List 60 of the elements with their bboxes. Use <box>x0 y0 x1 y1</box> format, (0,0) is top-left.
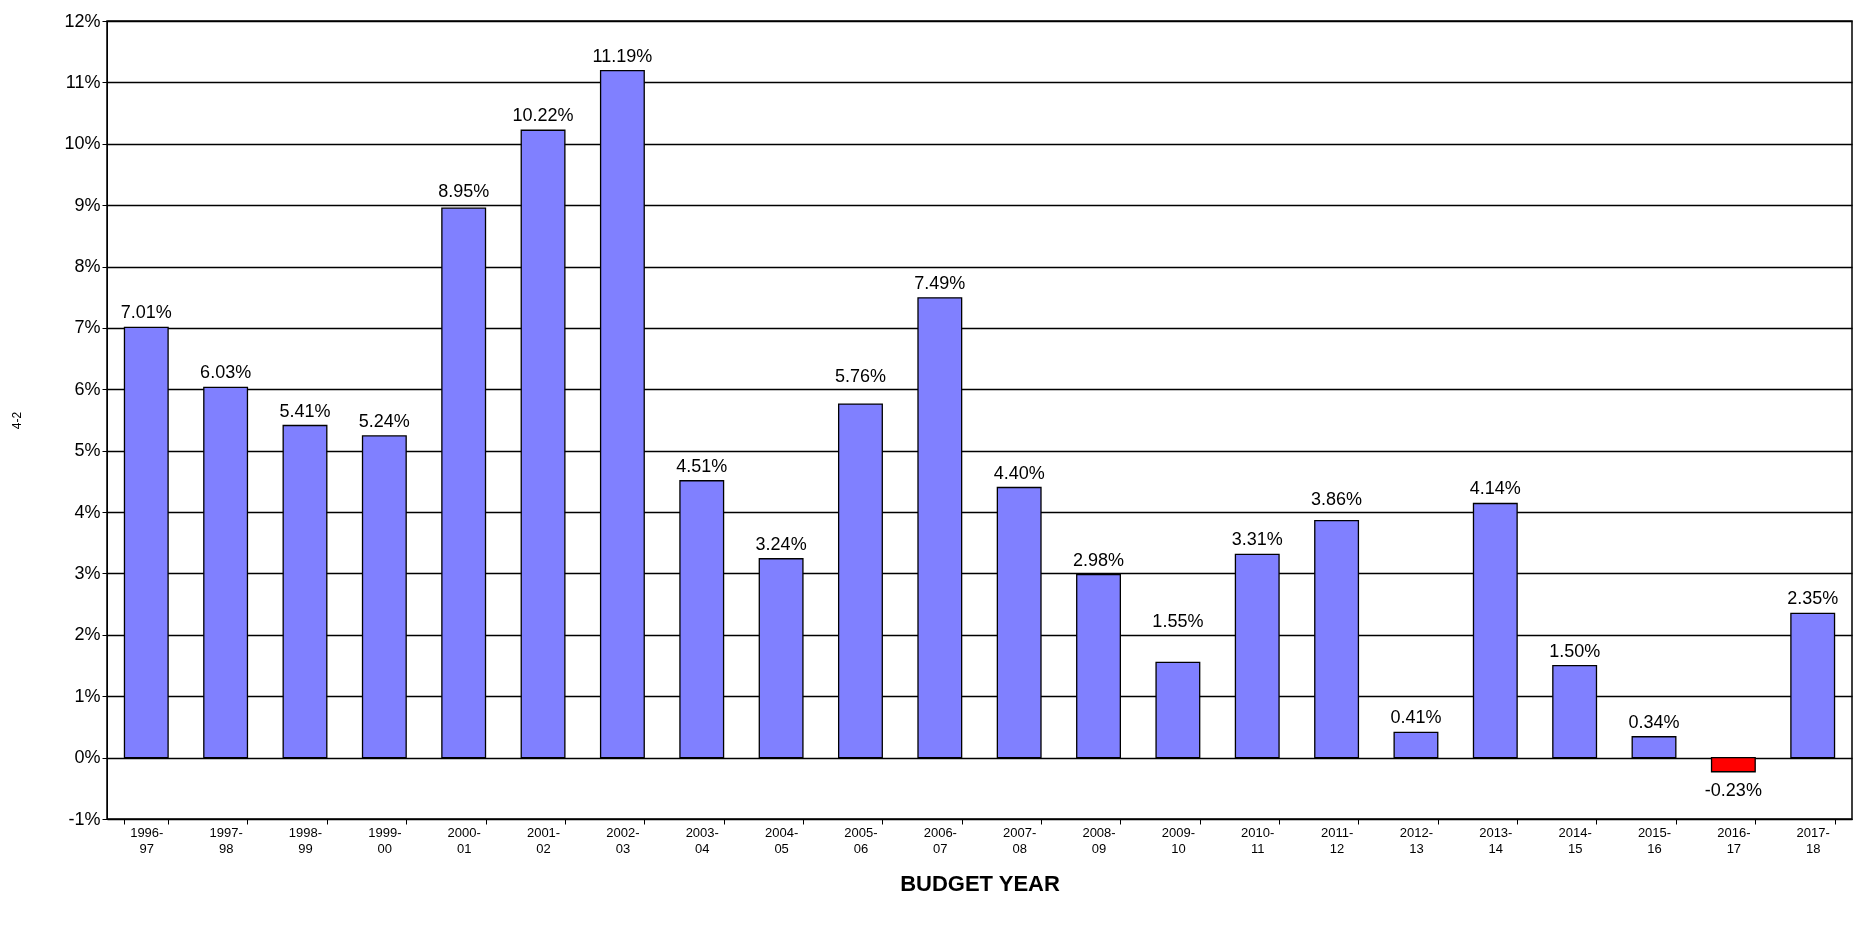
x-tick-label: 2017-18 <box>1796 824 1830 856</box>
data-label: 3.31% <box>1231 529 1283 550</box>
x-tick-label: 2016-17 <box>1717 824 1751 856</box>
y-tick-label: 0% <box>74 747 101 768</box>
y-tick-label: 11% <box>65 71 101 92</box>
y-tick-label: 2% <box>74 624 101 645</box>
data-label: 11.19% <box>592 45 653 66</box>
y-tick-label: 5% <box>74 440 101 461</box>
data-label: 0.34% <box>1628 711 1680 732</box>
data-label: 2.35% <box>1787 588 1839 609</box>
y-tick-label: 9% <box>74 194 101 215</box>
x-tick-label: 2003-04 <box>685 824 719 856</box>
x-tick-label: 2006-07 <box>923 824 957 856</box>
y-tick-label: 12% <box>64 10 101 31</box>
x-tick-label: 1999-00 <box>368 824 402 856</box>
data-label: 5.41% <box>279 400 331 421</box>
y-tick-label: 4% <box>74 501 101 522</box>
data-label: 3.24% <box>755 533 807 554</box>
x-tick-label: 2013-14 <box>1479 824 1513 856</box>
data-label: 8.95% <box>438 181 490 202</box>
data-label: 2.98% <box>1073 549 1125 570</box>
x-tick-label: 2007-08 <box>1003 824 1037 856</box>
x-axis-title: BUDGET YEAR <box>900 870 1060 896</box>
data-label: 5.24% <box>358 410 410 431</box>
data-label: 10.22% <box>512 105 574 126</box>
x-tick-label: 2004-05 <box>764 824 799 856</box>
x-tick-label: 2008-09 <box>1082 824 1116 856</box>
data-label: 6.03% <box>200 362 252 383</box>
x-tick-label: 2009-10 <box>1161 824 1196 856</box>
y-tick-label: 6% <box>74 378 101 399</box>
data-label: 7.01% <box>120 302 172 323</box>
x-tick-label: 1996-97 <box>130 824 164 856</box>
y-tick-label: 10% <box>64 133 101 154</box>
y-tick-label: 8% <box>74 256 101 277</box>
data-label: 4.14% <box>1469 478 1521 499</box>
y-axis-title: 4-2 <box>10 411 25 430</box>
x-tick-label: 2010-11 <box>1241 824 1275 856</box>
data-label: 4.40% <box>993 462 1045 483</box>
y-tick-label: 7% <box>74 317 101 338</box>
data-label: -0.23% <box>1704 779 1762 800</box>
x-tick-label: 2012-13 <box>1399 824 1434 856</box>
y-tick-label: 3% <box>74 562 101 583</box>
x-tick-label: 2000-01 <box>447 824 481 856</box>
x-tick-label: 2002-03 <box>606 824 640 856</box>
x-tick-label: 2015-16 <box>1637 824 1672 856</box>
y-tick-label: -1% <box>68 808 101 829</box>
data-label: 1.55% <box>1152 611 1204 632</box>
x-tick-label: 1998-99 <box>288 824 323 856</box>
data-label: 5.76% <box>834 366 886 387</box>
x-tick-label: 1997-98 <box>209 824 243 856</box>
data-label: 4.51% <box>676 455 728 476</box>
y-tick-label: 1% <box>74 685 101 706</box>
x-tick-label: 2005-06 <box>844 824 878 856</box>
data-label: 0.41% <box>1390 707 1442 728</box>
data-label: 7.49% <box>914 272 966 293</box>
data-label: 3.86% <box>1311 488 1363 509</box>
x-tick-label: 2011-12 <box>1320 824 1354 856</box>
x-tick-label: 2001-02 <box>526 824 561 856</box>
x-tick-label: 2014-15 <box>1558 824 1592 856</box>
data-label: 1.50% <box>1549 640 1601 661</box>
